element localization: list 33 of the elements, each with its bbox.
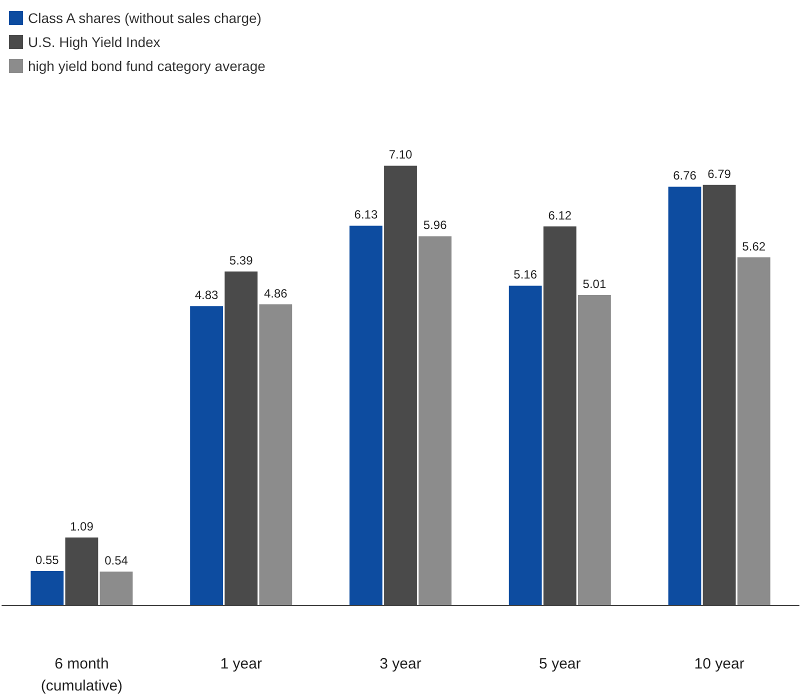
data-label: 0.55 bbox=[35, 552, 60, 567]
bar bbox=[668, 186, 702, 605]
bar bbox=[349, 226, 382, 605]
bar bbox=[259, 304, 292, 605]
legend-label: U.S. High Yield Index bbox=[28, 34, 160, 50]
data-label: 7.10 bbox=[388, 148, 412, 162]
bar bbox=[578, 295, 611, 605]
data-label: 5.96 bbox=[423, 218, 448, 232]
data-label: 1.09 bbox=[70, 520, 94, 534]
x-tick-label: 5 year bbox=[539, 656, 581, 672]
bar bbox=[30, 570, 64, 605]
bar bbox=[190, 306, 223, 605]
data-label: 6.76 bbox=[673, 168, 697, 183]
data-label: 4.86 bbox=[264, 286, 288, 300]
bar bbox=[418, 236, 452, 605]
bar bbox=[100, 572, 133, 605]
data-label: 5.01 bbox=[582, 277, 606, 292]
x-tick-label: 10 year bbox=[694, 656, 744, 672]
x-tick-label: 6 month (cumulative) bbox=[40, 656, 123, 694]
legend-label: Class A shares (without sales charge) bbox=[28, 10, 262, 26]
data-label: 5.62 bbox=[742, 239, 766, 254]
bar bbox=[737, 257, 770, 605]
data-label: 0.54 bbox=[104, 554, 128, 568]
data-label: 6.13 bbox=[354, 208, 378, 222]
x-tick-label: 1 year bbox=[220, 656, 262, 672]
legend-label: high yield bond fund category average bbox=[28, 58, 266, 74]
data-label: 6.79 bbox=[708, 166, 732, 181]
data-label: 6.12 bbox=[548, 208, 572, 222]
x-tick-label: 3 year bbox=[380, 656, 422, 672]
data-label: 5.16 bbox=[514, 268, 538, 282]
data-label: 4.83 bbox=[194, 288, 219, 302]
data-label: 5.39 bbox=[229, 253, 254, 268]
bar bbox=[508, 286, 542, 605]
